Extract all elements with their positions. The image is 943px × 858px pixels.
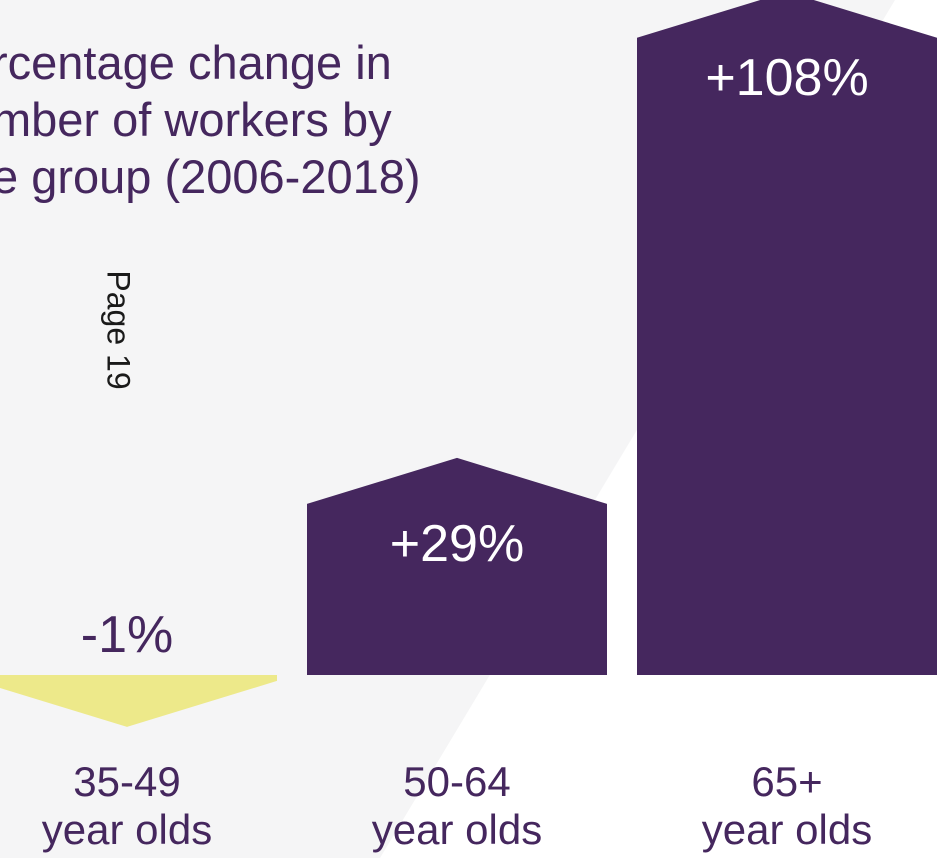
bars-group	[0, 0, 937, 727]
bar-2	[637, 0, 937, 675]
data-label-2: +108%	[705, 48, 869, 107]
category-label-2: 65+ year olds	[701, 758, 873, 853]
category-label-1: 50-64 year olds	[371, 758, 543, 853]
bar-1	[307, 457, 607, 675]
data-label-1: +29%	[389, 514, 525, 573]
page-number-label: Page 19	[100, 270, 137, 390]
data-label-0: -1%	[80, 606, 174, 664]
chart-title: rcentage change in mber of workers by e …	[0, 36, 421, 203]
bar-0	[0, 675, 277, 727]
category-label-0: 35-49 year olds	[41, 758, 213, 853]
